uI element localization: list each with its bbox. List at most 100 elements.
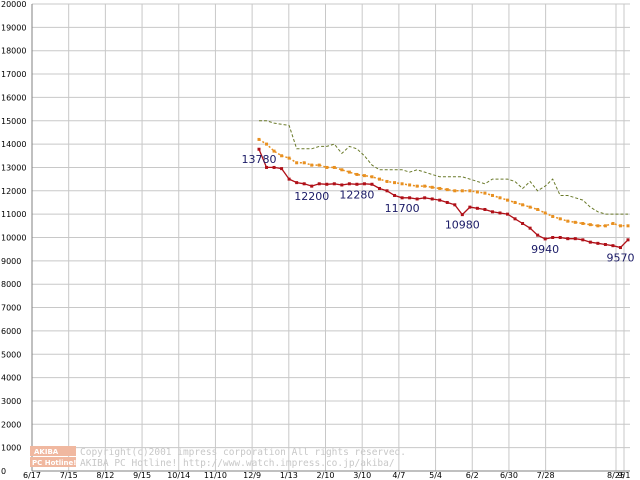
series-point-1 xyxy=(400,182,404,186)
series-point-0 xyxy=(265,165,269,169)
series-point-1 xyxy=(310,163,314,167)
y-tick-label: 14000 xyxy=(1,140,26,149)
series-point-0 xyxy=(581,238,585,242)
series-point-1 xyxy=(551,214,555,218)
series-point-0 xyxy=(453,203,457,207)
series-point-0 xyxy=(415,197,419,201)
series-point-0 xyxy=(626,238,630,242)
series-point-1 xyxy=(460,189,464,193)
y-tick-label: 10000 xyxy=(1,234,26,243)
series-point-1 xyxy=(528,205,532,209)
series-point-0 xyxy=(430,197,434,201)
series-point-1 xyxy=(475,190,479,194)
y-tick-label: 4000 xyxy=(1,374,21,383)
x-tick-label: 7/28 xyxy=(537,471,555,480)
series-point-0 xyxy=(498,211,502,215)
series-point-1 xyxy=(385,179,389,183)
series-point-0 xyxy=(551,236,555,239)
x-tick-label: 8/12 xyxy=(96,471,114,480)
x-tick-label: 1/13 xyxy=(280,471,298,480)
series-point-0 xyxy=(558,236,562,239)
series-point-1 xyxy=(581,221,585,225)
series-point-0 xyxy=(475,206,479,210)
series-point-1 xyxy=(603,224,607,228)
series-point-1 xyxy=(377,177,381,181)
x-tick-label: 9/1 xyxy=(618,471,631,480)
y-tick-label: 7000 xyxy=(1,304,21,313)
series-point-0 xyxy=(340,183,344,187)
series-point-1 xyxy=(573,220,577,224)
x-tick-label: 2/10 xyxy=(317,471,335,480)
series-point-0 xyxy=(317,182,321,186)
y-tick-label: 2000 xyxy=(1,420,21,429)
series-point-1 xyxy=(543,211,547,215)
series-point-0 xyxy=(280,167,284,171)
series-point-1 xyxy=(483,191,487,195)
copyright-line: Copyright(c)2001 impress corporation All… xyxy=(80,447,406,458)
series-point-1 xyxy=(445,188,449,192)
series-point-1 xyxy=(287,156,291,160)
point-label: 12280 xyxy=(339,188,374,201)
series-point-1 xyxy=(626,224,630,228)
series-point-1 xyxy=(265,142,269,146)
series-point-0 xyxy=(310,184,314,188)
logo-bottom-text: PC Hotline! xyxy=(32,459,76,467)
y-tick-label: 19000 xyxy=(1,23,26,32)
series-point-1 xyxy=(415,184,419,188)
series-point-0 xyxy=(483,207,487,211)
x-tick-label: 4/7 xyxy=(392,471,405,480)
x-tick-label: 10/14 xyxy=(167,471,190,480)
series-point-0 xyxy=(287,177,291,181)
series-point-0 xyxy=(377,186,381,190)
y-tick-label: 13000 xyxy=(1,163,26,172)
series-point-1 xyxy=(332,165,336,169)
y-tick-label: 1000 xyxy=(1,444,21,453)
y-tick-label: 11000 xyxy=(1,210,26,219)
series-point-0 xyxy=(400,196,404,200)
y-tick-label: 8000 xyxy=(1,280,21,289)
series-point-1 xyxy=(362,174,366,178)
series-point-0 xyxy=(460,213,464,217)
y-axis-ticks: 0 1000 2000 3000 4000 5000 6000 7000 8000 9000 100… xyxy=(1,0,26,476)
series-point-0 xyxy=(618,246,622,250)
y-tick-label: 12000 xyxy=(1,187,26,196)
y-tick-label: 3000 xyxy=(1,397,21,406)
series-point-1 xyxy=(618,224,622,228)
series-point-0 xyxy=(536,233,540,237)
x-tick-label: 12/9 xyxy=(243,471,261,480)
series-point-0 xyxy=(521,221,525,225)
series-point-1 xyxy=(423,184,427,188)
y-tick-label: 18000 xyxy=(1,47,26,56)
series-point-0 xyxy=(302,182,306,186)
x-tick-label: 8/25 xyxy=(607,471,625,480)
logo-bottom-block xyxy=(30,457,76,467)
series-point-1 xyxy=(325,165,329,169)
series-point-1 xyxy=(611,221,615,225)
series-point-0 xyxy=(257,147,261,151)
logo-top-text: AKIBA xyxy=(34,448,59,456)
series-point-1 xyxy=(498,196,502,200)
series-point-1 xyxy=(280,154,284,158)
y-tick-label: 6000 xyxy=(1,327,21,336)
series-point-0 xyxy=(423,196,427,200)
y-tick-label: 9000 xyxy=(1,257,21,266)
series-point-1 xyxy=(257,137,261,141)
point-label: 10980 xyxy=(445,219,480,232)
series-point-0 xyxy=(325,182,329,186)
series-point-0 xyxy=(506,212,510,216)
series-point-0 xyxy=(438,198,442,202)
series-point-1 xyxy=(506,198,510,202)
y-tick-label: 5000 xyxy=(1,350,21,359)
series-point-1 xyxy=(408,183,412,187)
series-point-0 xyxy=(385,189,389,193)
point-label: 9570 xyxy=(606,252,634,265)
series-point-1 xyxy=(355,172,359,176)
point-label: 9940 xyxy=(531,243,559,256)
series-point-0 xyxy=(596,241,600,245)
series-point-1 xyxy=(438,186,442,190)
series-point-1 xyxy=(430,185,434,189)
series-point-1 xyxy=(340,168,344,172)
series-point-0 xyxy=(445,200,449,204)
series-point-1 xyxy=(490,193,494,197)
